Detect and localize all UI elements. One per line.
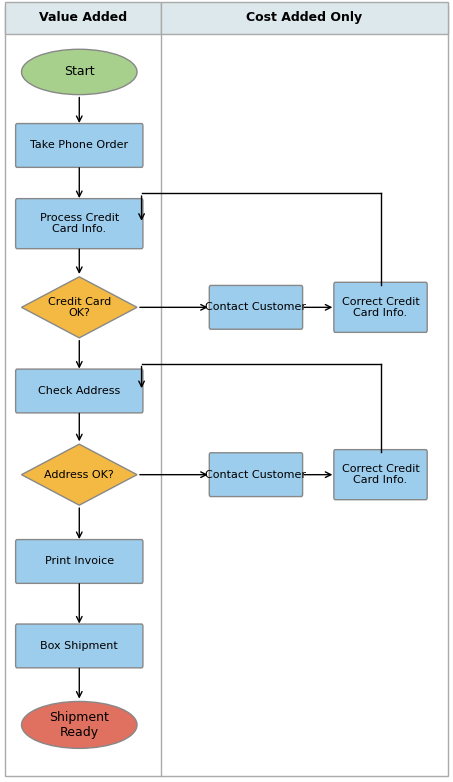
Text: Correct Credit
Card Info.: Correct Credit Card Info. xyxy=(342,296,419,318)
FancyBboxPatch shape xyxy=(209,285,303,329)
Polygon shape xyxy=(21,277,137,338)
Text: Box Shipment: Box Shipment xyxy=(40,641,118,651)
Bar xyxy=(5,2,161,34)
Ellipse shape xyxy=(21,49,137,95)
FancyBboxPatch shape xyxy=(334,282,427,332)
Text: Check Address: Check Address xyxy=(38,386,120,396)
Text: Contact Customer: Contact Customer xyxy=(206,303,306,312)
Text: Correct Credit
Card Info.: Correct Credit Card Info. xyxy=(342,464,419,486)
Text: Start: Start xyxy=(64,66,95,78)
Polygon shape xyxy=(21,444,137,505)
FancyBboxPatch shape xyxy=(15,124,143,167)
FancyBboxPatch shape xyxy=(15,199,143,249)
Text: Cost Added Only: Cost Added Only xyxy=(246,12,362,24)
Text: Credit Card
OK?: Credit Card OK? xyxy=(48,296,111,318)
Text: Value Added: Value Added xyxy=(39,12,127,24)
FancyBboxPatch shape xyxy=(209,453,303,497)
Text: Contact Customer: Contact Customer xyxy=(206,470,306,479)
FancyBboxPatch shape xyxy=(15,369,143,413)
Bar xyxy=(161,2,448,34)
Text: Shipment
Ready: Shipment Ready xyxy=(49,711,109,739)
FancyBboxPatch shape xyxy=(15,540,143,583)
Text: Print Invoice: Print Invoice xyxy=(45,557,114,566)
Text: Process Credit
Card Info.: Process Credit Card Info. xyxy=(40,213,119,235)
Ellipse shape xyxy=(21,701,137,748)
FancyBboxPatch shape xyxy=(15,624,143,668)
Text: Address OK?: Address OK? xyxy=(44,470,114,479)
FancyBboxPatch shape xyxy=(334,450,427,500)
Text: Take Phone Order: Take Phone Order xyxy=(30,141,128,150)
